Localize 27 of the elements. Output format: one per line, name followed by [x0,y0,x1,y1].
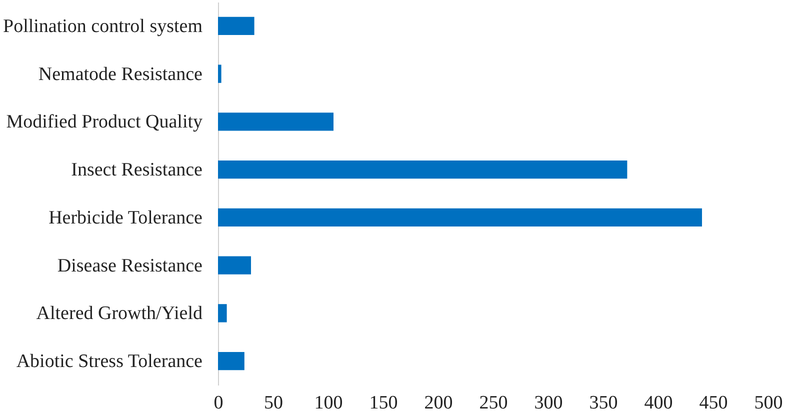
x-tick-label: 450 [699,392,728,413]
x-tick-label: 300 [534,392,563,413]
y-tick-label: Herbicide Tolerance [48,207,202,228]
bar [218,304,227,322]
y-tick-label: Insect Resistance [71,160,202,181]
y-tick-label: Pollination control system [3,16,203,37]
bar [218,112,334,131]
x-tick-label: 350 [589,392,618,413]
bar [218,352,244,370]
bar [218,16,254,36]
y-tick-label: Abiotic Stress Tolerance [16,351,202,372]
y-tick-label: Nematode Resistance [38,64,202,85]
x-tick-label: 250 [479,392,508,413]
x-tick-label: 150 [369,392,398,413]
x-tick-label: 0 [214,392,224,413]
bar [218,208,702,227]
bar [218,160,628,179]
bar [218,64,222,83]
x-tick-label: 400 [644,392,673,413]
y-tick-label: Disease Resistance [57,255,202,276]
x-tick-label: 50 [264,392,283,413]
x-tick-label: 200 [424,392,453,413]
x-tick-label: 500 [754,392,783,413]
bar [218,256,251,274]
x-tick-label: 100 [314,392,343,413]
y-tick-label: Modified Product Quality [6,112,203,133]
y-tick-label: Altered Growth/Yield [36,303,203,324]
